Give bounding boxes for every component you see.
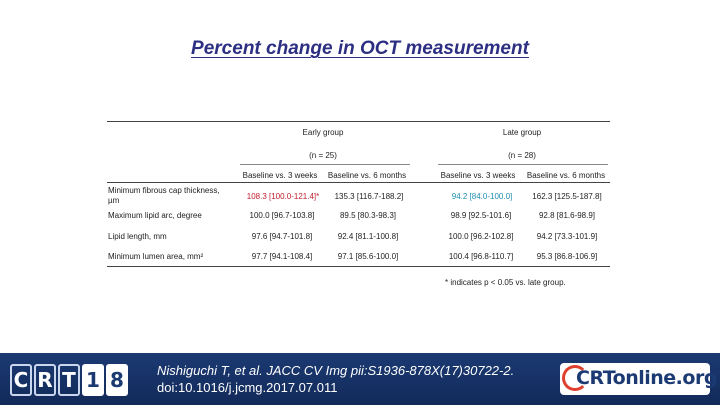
citation-line1: Nishiguchi T, et al. JACC CV Img pii:S19…	[157, 363, 515, 378]
column-header: Baseline vs. 3 weeks	[242, 171, 318, 180]
table-cell-significant: 108.3 [100.0-121.4]*	[246, 192, 320, 201]
logo-number: 8	[106, 364, 128, 396]
row-label: Minimum lumen area, mm²	[108, 252, 204, 261]
late-group-label: Late group	[502, 128, 542, 137]
table-cell: 98.9 [92.5-101.6]	[450, 211, 512, 220]
logo-letter: R	[34, 364, 56, 396]
table-cell: 97.6 [94.7-101.8]	[251, 232, 313, 241]
crtonline-logo-text: CRTonline.org	[576, 367, 717, 389]
table-bottom-rule	[107, 266, 610, 267]
footer-bar: C R T 1 8 Nishiguchi T, et al. JACC CV I…	[0, 353, 720, 405]
footnote: * indicates p < 0.05 vs. late group.	[445, 278, 566, 287]
early-group-rule	[240, 164, 410, 165]
table-cell: 95.3 [86.8-106.9]	[536, 252, 598, 261]
row-label: Lipid length, mm	[108, 232, 167, 241]
citation: Nishiguchi T, et al. JACC CV Img pii:S19…	[157, 362, 514, 396]
swoosh-icon	[562, 365, 588, 391]
row-label: Minimum fibrous cap thickness,	[108, 186, 220, 195]
table-cell: 92.8 [81.6-98.9]	[538, 211, 596, 220]
early-group-n: (n = 25)	[309, 151, 337, 160]
table-cell: 97.7 [94.1-108.4]	[251, 252, 313, 261]
table-cell: 135.3 [116.7-188.2]	[334, 192, 404, 201]
table-cell: 162.3 [125.5-187.8]	[532, 192, 602, 201]
table-cell: 92.4 [81.1-100.8]	[337, 232, 399, 241]
column-header: Baseline vs. 3 weeks	[440, 171, 516, 180]
table-cell: 100.0 [96.2-102.8]	[448, 232, 514, 241]
column-header: Baseline vs. 6 months	[526, 171, 606, 180]
row-label: Maximum lipid arc, degree	[108, 211, 202, 220]
table-cell-highlight: 94.2 [84.0-100.0]	[451, 192, 513, 201]
logo-letter: T	[58, 364, 80, 396]
crtonline-logo: CRTonline.org	[560, 363, 717, 395]
late-group-rule	[438, 164, 608, 165]
table-cell: 100.0 [96.7-103.8]	[249, 211, 315, 220]
table-top-rule	[107, 121, 610, 122]
table-cell: 97.1 [85.6-100.0]	[337, 252, 399, 261]
table-cell: 94.2 [73.3-101.9]	[536, 232, 598, 241]
header-bottom-rule	[107, 182, 610, 183]
column-header: Baseline vs. 6 months	[327, 171, 407, 180]
slide-title: Percent change in OCT measurement	[191, 38, 529, 59]
crt18-logo: C R T 1 8	[10, 364, 128, 396]
logo-letter: C	[10, 364, 32, 396]
citation-line2: doi:10.1016/j.jcmg.2017.07.011	[157, 380, 338, 395]
row-label-unit: µm	[108, 196, 120, 205]
early-group-label: Early group	[302, 128, 344, 137]
table-cell: 89.5 [80.3-98.3]	[339, 211, 397, 220]
table-cell: 100.4 [96.8-110.7]	[448, 252, 514, 261]
late-group-n: (n = 28)	[508, 151, 536, 160]
logo-number: 1	[82, 364, 104, 396]
